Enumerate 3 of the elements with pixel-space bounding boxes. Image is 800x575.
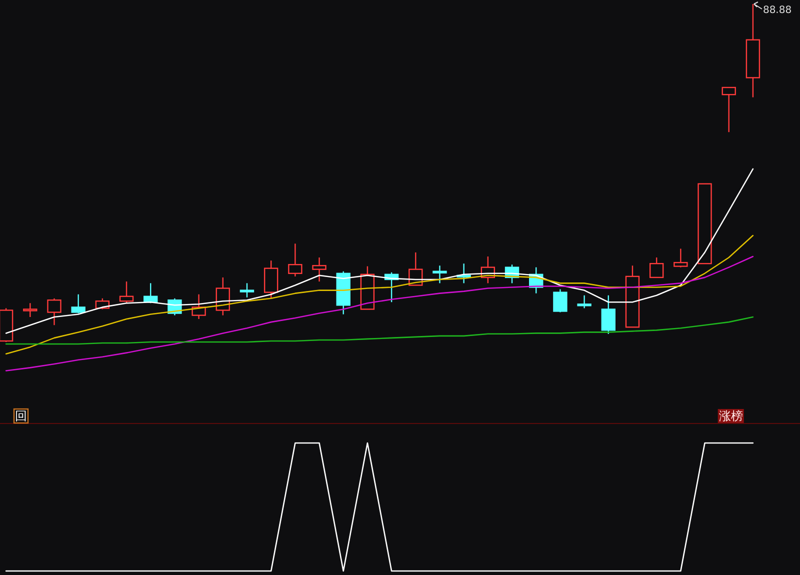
text: 回 [15,409,27,423]
annotation: 88.88 [762,5,792,16]
text: 涨榜 [718,409,743,423]
